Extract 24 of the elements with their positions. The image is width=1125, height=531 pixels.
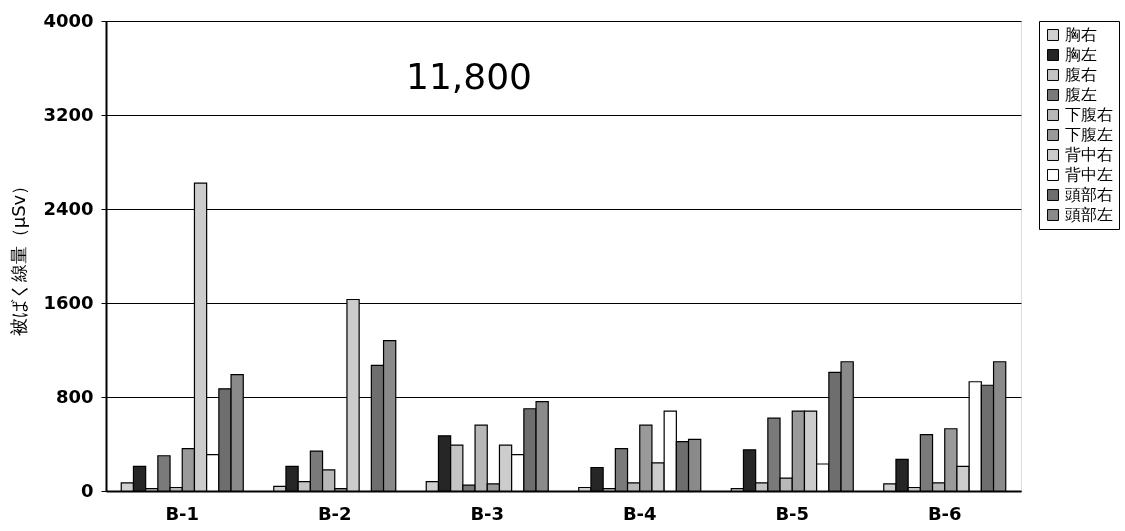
- legend-label: 頭部右: [1065, 185, 1113, 204]
- y-tick-label: 3200: [43, 103, 94, 125]
- y-tick-label: 800: [55, 385, 94, 407]
- x-tick-label: B-6: [927, 502, 962, 524]
- y-tick-label: 1600: [43, 291, 94, 313]
- x-tick-label: B-4: [622, 502, 657, 524]
- x-tick-label: B-3: [470, 502, 505, 524]
- legend-label: 腹左: [1065, 85, 1097, 104]
- y-axis-title: 被ばく線量（μSv）: [8, 176, 30, 337]
- legend-label: 胸左: [1065, 45, 1097, 64]
- legend-label: 胸右: [1065, 25, 1097, 44]
- legend-label: 背中右: [1065, 145, 1113, 164]
- y-tick-label: 2400: [43, 197, 94, 219]
- annotation: 11,800: [406, 56, 532, 97]
- y-tick-label: 4000: [43, 9, 94, 31]
- legend-label: 下腹右: [1065, 105, 1113, 124]
- legend-label: 腹右: [1065, 65, 1097, 84]
- legend-label: 背中左: [1065, 165, 1113, 184]
- x-tick-label: B-1: [165, 502, 200, 524]
- legend-label: 下腹左: [1065, 125, 1113, 144]
- x-tick-label: B-5: [775, 502, 810, 524]
- y-tick-label: 0: [80, 479, 94, 501]
- legend-label: 頭部左: [1065, 205, 1113, 224]
- x-tick-label: B-2: [317, 502, 352, 524]
